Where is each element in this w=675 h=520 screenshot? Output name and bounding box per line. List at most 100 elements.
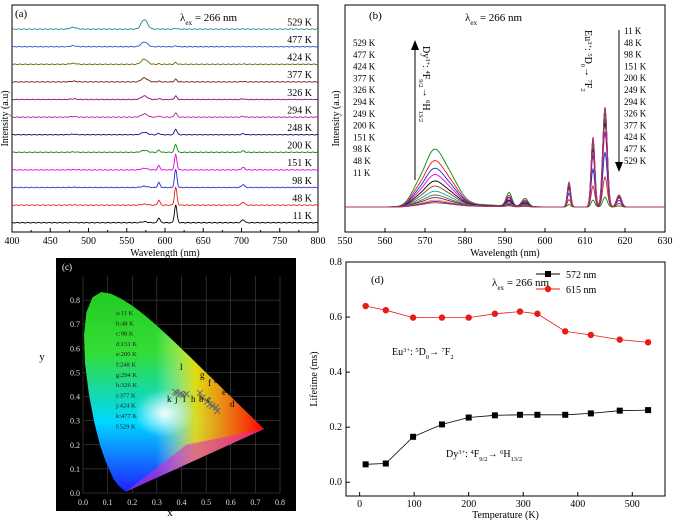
panel-d-xtick-label: 100 (407, 499, 422, 510)
panel-a-trace (11, 169, 319, 189)
panel-d-square-marker (491, 412, 498, 419)
panel-c-point-label: j (174, 394, 178, 404)
panel-c-legend-item: b:48 K (116, 320, 134, 327)
panel-d-ytick-label: 0.6 (330, 312, 343, 323)
panel-d-xtick-label: 500 (625, 499, 640, 510)
panel-c-gamut-purple (125, 429, 264, 492)
panel-d-circle-marker (644, 339, 652, 346)
panel-a-lambda-label: λex = 266 nm (180, 12, 238, 27)
panel-d: 0 100 200 300 400 500 0.0 0.2 0.4 0.6 0.8 Temperatu… (309, 257, 666, 520)
panel-c-point-label: l (180, 362, 183, 372)
panel-d-ytick-label: 0.2 (330, 422, 343, 433)
panel-c-point-marker (199, 394, 206, 402)
panel-b-xtick-label: 610 (578, 236, 593, 247)
panel-c-point-marker (204, 398, 211, 405)
panel-c-point-marker (196, 389, 204, 397)
panel-a-series-label: 98 K (292, 176, 313, 187)
panel-c-legend-item: d:151 K (116, 341, 137, 348)
panel-b-right-temp-label: 424 K (624, 132, 647, 142)
panel-a-trace (11, 95, 319, 101)
panel-d-square-marker (562, 411, 569, 418)
panel-b-left-temp-label: 294 K (353, 97, 376, 107)
panel-c-ylabel: y (39, 351, 45, 363)
panel-b-right-temp-label: 377 K (624, 120, 647, 130)
panel-d-circle-marker (491, 310, 499, 317)
panel-d-circle-marker (438, 314, 446, 321)
panel-a-ylabel: Intensity (a.u) (0, 90, 11, 146)
panel-c-xtick-label: 0.0 (78, 498, 88, 507)
panel-b-right-temp-label: 200 K (624, 73, 647, 83)
panel-c-xtick-label: 0.2 (127, 498, 137, 507)
panel-c-point-label: b (199, 394, 204, 404)
panel-b-right-temp-label: 294 K (624, 97, 647, 107)
panel-a-xtick-label: 650 (196, 236, 211, 247)
panel-b-dy-transition-label: Dy3+: 4F9/2→ 6H13/2 (418, 46, 432, 122)
panel-c-xtick-label: 0.3 (152, 498, 162, 507)
panel-a-xtick-label: 600 (158, 236, 173, 247)
panel-b-xlabel: Wavelength (nm) (470, 248, 539, 259)
panel-c-legend-item: l:529 K (116, 423, 136, 430)
panel-a-series-label: 200 K (287, 141, 313, 152)
panel-c: 0.0 0.1 0.2 0.3 0.4 0.5 0.6 0.7 0.8 0.0 0.1 0.2 0.3 0… (56, 258, 296, 511)
panel-a-xtick-label: 500 (81, 236, 96, 247)
panel-a-series-label: 48 K (292, 193, 313, 204)
panel-d-circle-marker (516, 308, 524, 315)
panel-a-series-label: 424 K (287, 53, 313, 64)
panel-b: (b) Intensity (a.u) 550 560 570 580 590 600 610 6… (331, 4, 673, 259)
panel-d-ytick-label: 0.8 (330, 257, 343, 268)
panel-c-point-label: k (167, 394, 172, 404)
panel-c-point-label: e (222, 387, 226, 397)
panel-d-ytick-label: 0.0 (330, 477, 343, 488)
panel-d-square-marker (616, 407, 623, 414)
panel-d-eu-label: Eu3+: 5D0→ 7F2 (392, 347, 454, 361)
panel-a-trace (11, 112, 319, 118)
panel-c-point-marker (176, 390, 184, 398)
panel-c-ytick-label: 0.6 (70, 344, 80, 353)
panel-b-left-temp-label: 424 K (353, 62, 376, 72)
panel-b-right-temp-label: 11 K (624, 26, 642, 36)
panel-d-circle-marker (616, 336, 623, 343)
panel-a-xtick-label: 550 (119, 236, 134, 247)
panel-b-left-temp-label: 326 K (353, 85, 376, 95)
panel-d-dy-label: Dy3+: 4F9/2→ 6H13/2 (446, 449, 522, 463)
panel-c-point-marker (171, 388, 179, 396)
panel-b-left-temp-label: 477 K (353, 50, 376, 60)
panel-c-legend-item: c:98 K (116, 331, 134, 338)
panel-a-frame (11, 4, 319, 233)
panel-a-trace (11, 143, 319, 154)
panel-a-xtick-label: 450 (43, 236, 58, 247)
panel-c-point-label: a (214, 375, 218, 385)
panel-a-xtick-label: 400 (5, 236, 20, 247)
panel-b-right-temp-label: 477 K (624, 144, 647, 154)
panel-b-left-temp-label: 98 K (353, 144, 371, 154)
panel-c-point-label: d (230, 399, 235, 409)
panel-b-lambda-label: λex = 266 nm (465, 12, 523, 27)
panel-b-xtick-label: 590 (498, 236, 513, 247)
panel-c-ytick-label: 0.4 (70, 393, 80, 402)
panel-c-point-label: f (208, 378, 211, 388)
panel-a-trace (11, 41, 319, 48)
panel-a-xtick-label: 700 (234, 236, 249, 247)
panel-b-left-temp-label: 48 K (353, 156, 371, 166)
panel-a-series-label: 326 K (287, 88, 313, 99)
panel-c-point-marker (212, 404, 220, 411)
panel-a-letter: (a) (15, 8, 28, 20)
panel-b-right-temp-label: 151 K (624, 61, 647, 71)
panel-b-right-temp-label: 98 K (624, 50, 642, 60)
panel-d-xtick-label: 300 (516, 499, 531, 510)
panel-a-trace (11, 152, 319, 171)
panel-a-trace (11, 58, 319, 66)
panel-a-xtick-label: 800 (311, 236, 326, 247)
panel-d-square-marker (516, 411, 523, 418)
panel-b-right-arrowhead (615, 162, 623, 172)
panel-c-xtick-label: 0.5 (201, 498, 211, 507)
panel-a-series-label: 294 K (287, 105, 313, 116)
panel-b-xtick-label: 570 (418, 236, 433, 247)
panel-a-xtick-label: 750 (272, 236, 287, 247)
panel-c-legend-item: a:11 K (116, 310, 134, 317)
panel-c-ytick-label: 0.0 (70, 489, 80, 498)
panel-d-legend-marker (544, 285, 552, 293)
panel-b-left-temp-label: 151 K (353, 132, 376, 142)
panel-c-point-label: i (183, 394, 186, 404)
